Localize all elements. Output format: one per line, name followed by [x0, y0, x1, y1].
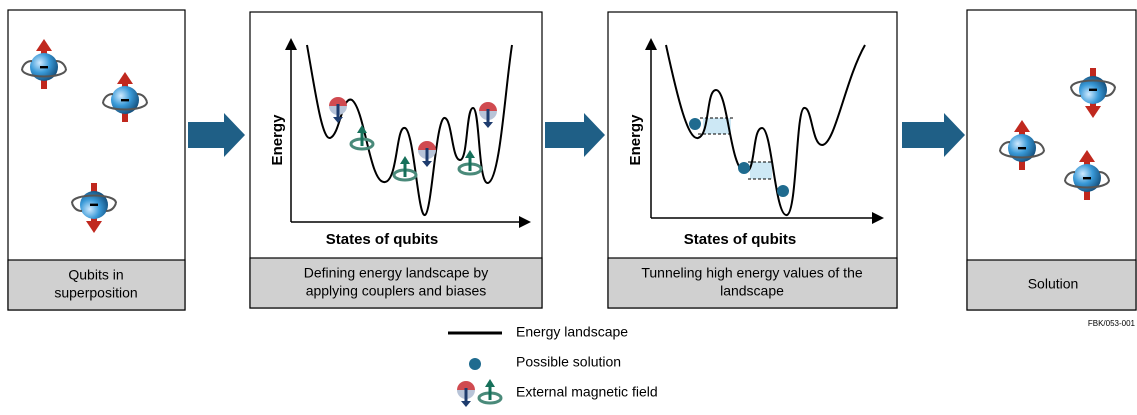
legend-field-icon: [457, 381, 475, 407]
x-axis-label: States of qubits: [684, 231, 797, 248]
legend-dot: [469, 358, 481, 370]
caption: Defining energy landscape by: [304, 265, 488, 281]
legend-field-icon: [477, 377, 503, 405]
tunnel-region: [703, 118, 731, 134]
legend-label: External magnetic field: [516, 384, 658, 400]
legend-label: Energy landscape: [516, 324, 628, 340]
flow-arrow: [188, 113, 245, 157]
y-axis-label: Energy: [269, 114, 286, 166]
tunnel-region: [750, 162, 772, 179]
legend-label: Possible solution: [516, 354, 621, 370]
caption-box: [966, 259, 1137, 311]
caption-box: [249, 257, 543, 309]
x-axis-label: States of qubits: [326, 231, 439, 248]
energy-curve: [665, 44, 866, 217]
flow-arrow: [545, 113, 605, 157]
caption-box: [7, 259, 186, 311]
figure-id: FBK/053-001: [1088, 319, 1136, 328]
caption: Solution: [1028, 276, 1079, 292]
caption-box: [607, 257, 898, 309]
solution-dot: [777, 185, 789, 197]
caption: applying couplers and biases: [306, 283, 487, 299]
tunnel-line: [698, 117, 772, 180]
caption: Tunneling high energy values of the: [641, 265, 863, 281]
caption: landscape: [720, 283, 784, 299]
solution-dot: [738, 162, 750, 174]
solution-dot: [689, 118, 701, 130]
caption: superposition: [54, 285, 137, 301]
flow-arrow: [902, 113, 965, 157]
caption: Qubits in: [68, 267, 123, 283]
y-axis-label: Energy: [627, 114, 644, 166]
